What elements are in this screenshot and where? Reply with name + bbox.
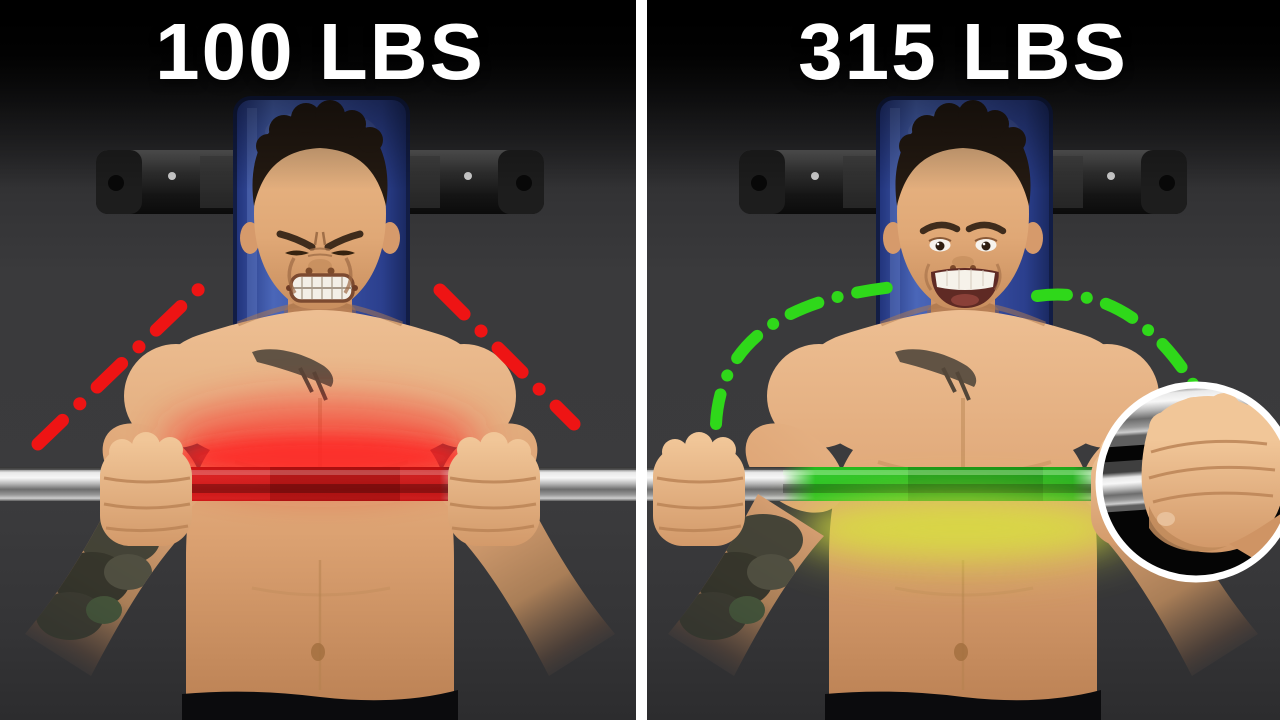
navel (954, 643, 968, 661)
chest-tattoo (895, 349, 977, 401)
guide-lines-green (710, 280, 1199, 430)
navel (311, 643, 325, 661)
face-straining (276, 230, 364, 303)
eye-right (331, 250, 355, 256)
weight-label-315lbs: 315 LBS (798, 7, 1128, 96)
face-smiling (919, 221, 1007, 308)
fist-left (653, 432, 745, 546)
chest-tattoo (252, 349, 334, 401)
shorts-waistband (825, 690, 1101, 720)
eyebrow-right (965, 221, 1007, 235)
forearm-left (668, 494, 824, 676)
eyebrow-right (324, 230, 364, 251)
shorts-waistband (182, 690, 458, 720)
guide-lines-red (31, 281, 581, 451)
nose (305, 247, 335, 275)
eyebrow-left (276, 230, 316, 251)
eye-right (974, 237, 998, 252)
barbell-red-highlight (150, 467, 472, 501)
abs-power-glow (783, 492, 1143, 572)
weight-label-100lbs: 100 LBS (155, 7, 485, 96)
deltoid-left (767, 344, 871, 448)
fist-right (448, 432, 540, 546)
eye-left (928, 237, 952, 252)
fist-left (100, 432, 192, 546)
panel-315lbs: 315 LBS (643, 0, 1280, 720)
scene-100lbs (0, 0, 640, 720)
barbell (0, 467, 640, 501)
panel-100lbs: 100 LBS (0, 0, 640, 720)
scene-315lbs (643, 0, 1280, 720)
inset-circle-border (1095, 381, 1280, 583)
forearm-tattoo-sleeve (679, 514, 803, 640)
panel-divider (636, 0, 647, 720)
eyebrow-left (919, 221, 961, 235)
eye-left (285, 250, 309, 256)
mouth-open-smile (931, 268, 999, 308)
